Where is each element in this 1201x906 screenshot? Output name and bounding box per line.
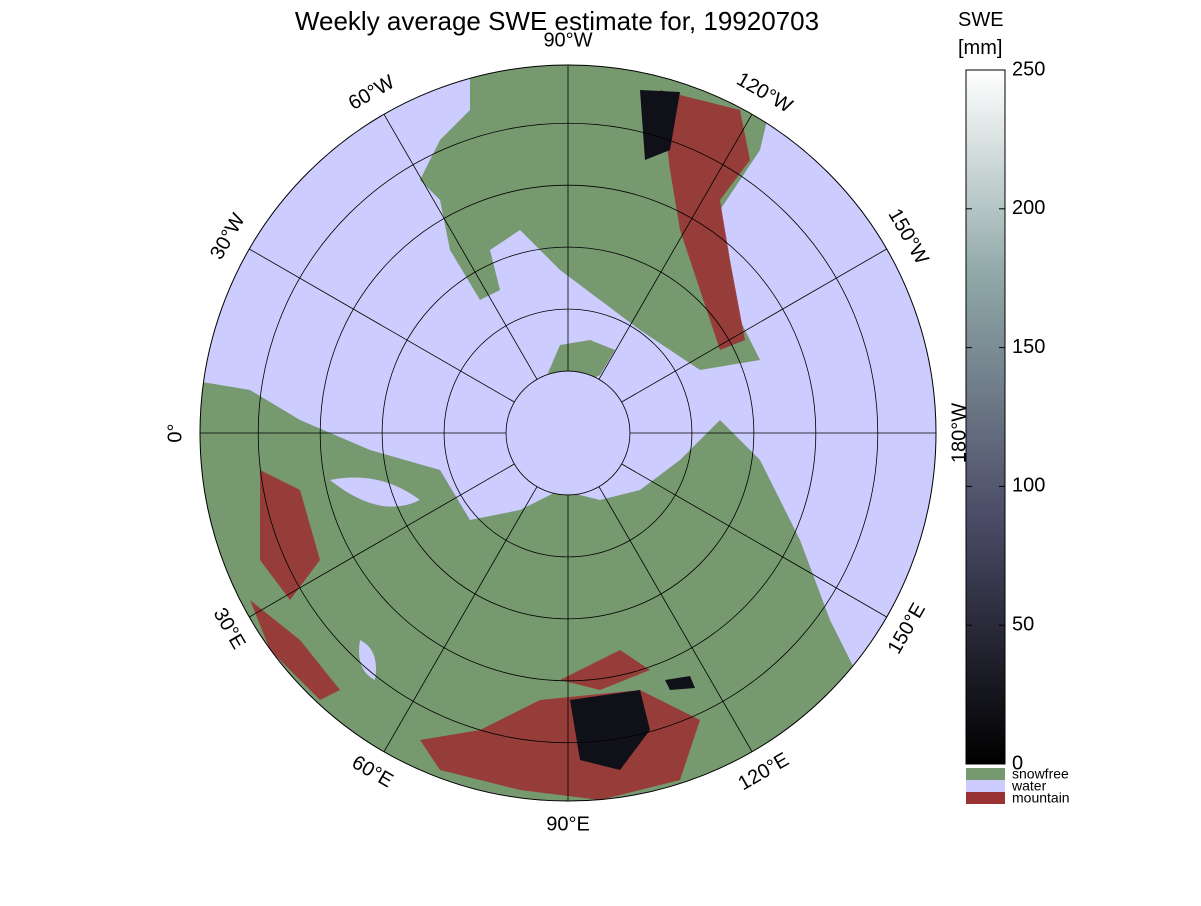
pole-hole: [506, 371, 630, 495]
lon-label: 30°E: [209, 604, 250, 653]
legend-swatch: [966, 792, 1005, 804]
map-disk: [200, 65, 936, 801]
colorbar-tick-label: 50: [1012, 613, 1034, 635]
colorbar-tick-label: 250: [1012, 58, 1045, 80]
meridian: [249, 463, 515, 618]
legend-label: snowfree: [1012, 766, 1069, 782]
colorbar: [965, 69, 1006, 765]
meridian: [383, 486, 538, 752]
map-frame: [199, 64, 937, 802]
graticule: [200, 65, 936, 801]
meridian: [621, 463, 887, 618]
water-body: [330, 412, 420, 680]
meridian: [621, 248, 887, 403]
colorbar-tick-label: 100: [1012, 475, 1045, 497]
legend-label: mountain: [1012, 790, 1070, 806]
title: Weekly average SWE estimate for, 1992070…: [295, 6, 819, 36]
lon-label: 90°E: [546, 813, 590, 835]
colorbar-axis: 0 50 100 150 200 250: [966, 58, 1045, 774]
meridian: [598, 114, 753, 380]
mountains: [250, 90, 750, 800]
colorbar-title: SWE: [958, 9, 1004, 31]
colorbar-tick-label: 150: [1012, 336, 1045, 358]
lon-label: 60°E: [348, 751, 397, 792]
colorbar-title: [mm]: [958, 37, 1002, 59]
legend-swatch: [966, 768, 1005, 780]
meridian: [383, 114, 538, 380]
meridian: [249, 248, 515, 403]
lon-label: 0°: [164, 423, 186, 442]
lon-label: 60°W: [345, 71, 399, 115]
legend-label: water: [1011, 778, 1047, 794]
legend-swatch: [966, 780, 1005, 792]
lon-label: 180°W: [948, 403, 970, 463]
snow-patch: [570, 90, 695, 770]
lon-label: 30°W: [206, 210, 250, 264]
meridian: [598, 486, 753, 752]
lon-label: 90°W: [543, 29, 592, 51]
colorbar-tick-label: 0: [1012, 752, 1023, 774]
colorbar-tick-label: 200: [1012, 197, 1045, 219]
